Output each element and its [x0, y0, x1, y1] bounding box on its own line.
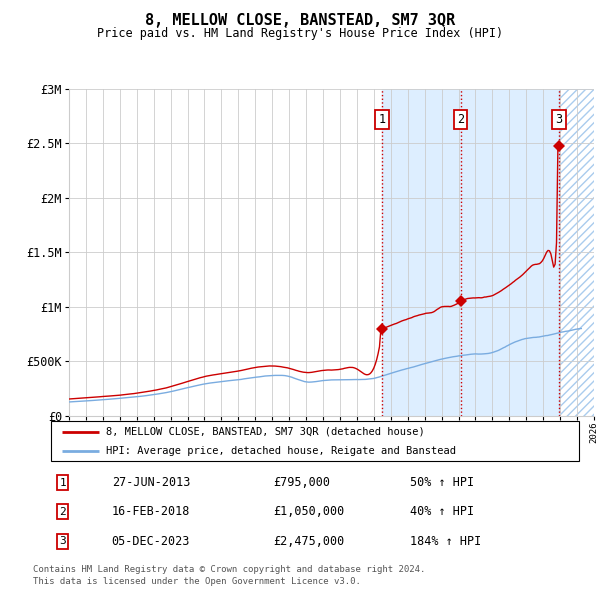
Text: 184% ↑ HPI: 184% ↑ HPI — [410, 535, 481, 548]
Text: Price paid vs. HM Land Registry's House Price Index (HPI): Price paid vs. HM Land Registry's House … — [97, 27, 503, 40]
FancyBboxPatch shape — [51, 421, 579, 461]
Text: 50% ↑ HPI: 50% ↑ HPI — [410, 476, 474, 489]
Text: 8, MELLOW CLOSE, BANSTEAD, SM7 3QR: 8, MELLOW CLOSE, BANSTEAD, SM7 3QR — [145, 13, 455, 28]
Text: 3: 3 — [555, 113, 562, 126]
Text: 40% ↑ HPI: 40% ↑ HPI — [410, 505, 474, 519]
Text: 16-FEB-2018: 16-FEB-2018 — [112, 505, 190, 519]
Text: 2: 2 — [457, 113, 464, 126]
Text: 2: 2 — [59, 507, 66, 517]
Text: £1,050,000: £1,050,000 — [273, 505, 344, 519]
Bar — [559, 88, 594, 416]
Text: £2,475,000: £2,475,000 — [273, 535, 344, 548]
Text: 05-DEC-2023: 05-DEC-2023 — [112, 535, 190, 548]
Text: 8, MELLOW CLOSE, BANSTEAD, SM7 3QR (detached house): 8, MELLOW CLOSE, BANSTEAD, SM7 3QR (deta… — [106, 427, 425, 437]
Text: 27-JUN-2013: 27-JUN-2013 — [112, 476, 190, 489]
Text: 3: 3 — [59, 536, 66, 546]
Text: HPI: Average price, detached house, Reigate and Banstead: HPI: Average price, detached house, Reig… — [106, 446, 457, 456]
Text: £795,000: £795,000 — [273, 476, 330, 489]
Text: 1: 1 — [379, 113, 386, 126]
Bar — [382, 88, 559, 416]
Text: Contains HM Land Registry data © Crown copyright and database right 2024.: Contains HM Land Registry data © Crown c… — [33, 565, 425, 574]
Text: 1: 1 — [59, 477, 66, 487]
Text: This data is licensed under the Open Government Licence v3.0.: This data is licensed under the Open Gov… — [33, 577, 361, 586]
